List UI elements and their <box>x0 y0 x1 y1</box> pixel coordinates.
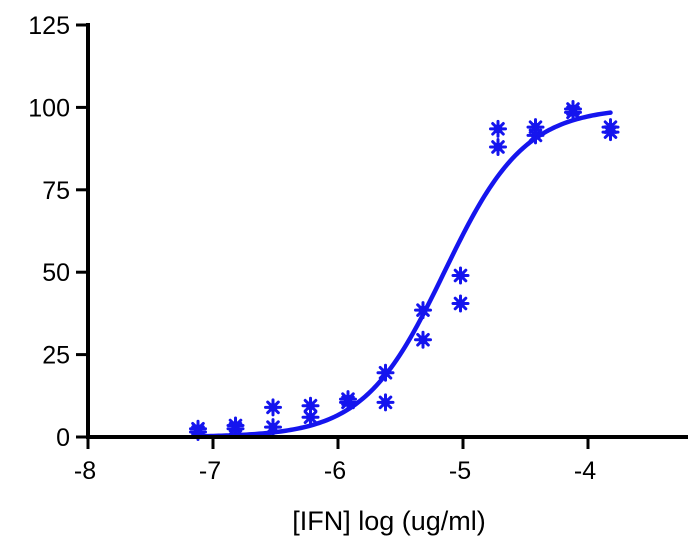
data-point <box>451 294 470 313</box>
fit-curve-layer <box>195 110 613 439</box>
axes: -8 -7 -6 -5 -4 0 25 50 75 100 125 <box>28 12 688 485</box>
data-point-spoke <box>491 122 505 136</box>
data-points-layer <box>189 100 620 442</box>
data-point-spoke <box>266 420 280 434</box>
x-tick-label: -5 <box>449 457 471 485</box>
data-point-spoke <box>453 296 468 311</box>
x-tick-label: -4 <box>574 457 596 485</box>
data-point-spoke <box>303 410 318 425</box>
y-tick-label: 0 <box>56 424 70 452</box>
data-point-spoke <box>603 120 618 134</box>
data-point <box>301 396 320 415</box>
data-point-spoke <box>566 102 580 116</box>
data-point-spoke <box>191 421 205 436</box>
x-axis-title: [IFN] log (ug/ml) <box>292 506 486 536</box>
data-point-spoke <box>228 418 243 433</box>
y-tick-label: 25 <box>42 342 70 370</box>
data-point-spoke <box>303 398 318 413</box>
data-point <box>189 419 207 438</box>
data-point <box>376 363 395 382</box>
data-point <box>264 418 282 437</box>
data-point-spoke <box>378 365 393 380</box>
data-point-spoke <box>341 392 355 406</box>
y-tick-label: 100 <box>28 94 70 122</box>
data-point-spoke <box>528 120 543 134</box>
data-point <box>226 416 245 435</box>
data-point <box>489 137 507 156</box>
data-point <box>376 393 395 412</box>
data-point <box>564 100 582 119</box>
data-point <box>489 119 507 138</box>
y-tick-label: 50 <box>42 259 70 287</box>
data-point <box>526 118 545 137</box>
data-point <box>414 330 432 349</box>
y-tick-label: 125 <box>28 12 70 40</box>
x-tick-label: -7 <box>199 457 221 485</box>
data-point-spoke <box>453 268 468 283</box>
x-tick-label: -8 <box>74 457 96 485</box>
y-tick-label: 75 <box>42 177 70 205</box>
data-point-spoke <box>416 303 430 317</box>
data-point-spoke <box>378 395 393 410</box>
fit-curve <box>195 110 613 439</box>
data-point <box>601 118 620 137</box>
data-point <box>339 390 357 409</box>
x-tick-label: -6 <box>324 457 346 485</box>
data-point <box>264 398 282 417</box>
data-point-spoke <box>266 400 280 415</box>
data-point-spoke <box>416 332 430 347</box>
plot-area <box>189 100 620 442</box>
data-point-spoke <box>491 140 505 154</box>
data-point <box>451 266 470 285</box>
data-point <box>414 301 432 320</box>
